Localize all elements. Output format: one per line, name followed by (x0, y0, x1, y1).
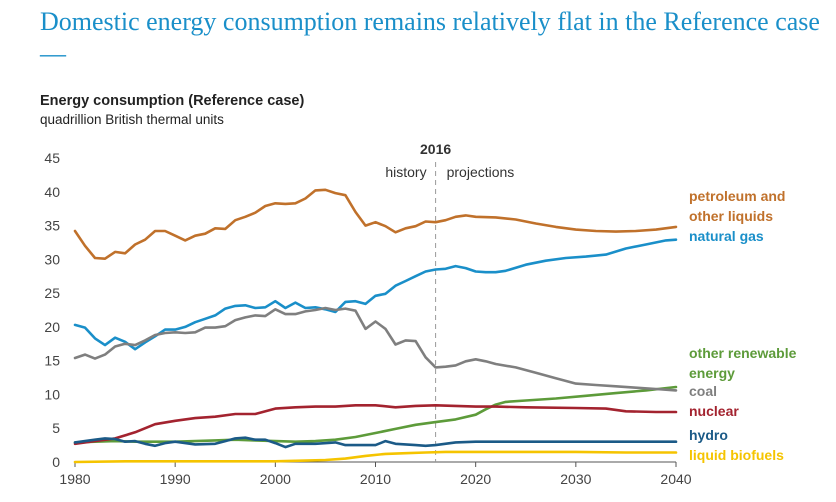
chart-title: Energy consumption (Reference case) (40, 93, 305, 109)
x-tick-label: 2030 (560, 471, 591, 487)
y-tick-label: 25 (44, 285, 60, 301)
series-line-petroleum-and-other-liquids (73, 188, 678, 260)
series-label-petroleum-and-other-liquids: other liquids (689, 208, 773, 224)
series-label-petroleum-and-other-liquids: petroleum and (689, 188, 785, 204)
y-tick-label: 20 (44, 319, 60, 335)
y-tick-label: 45 (44, 150, 60, 166)
y-tick-label: 15 (44, 353, 60, 369)
x-tick-label: 1980 (59, 471, 90, 487)
x-tick-label: 2010 (360, 471, 391, 487)
divider-year-label: 2016 (420, 141, 451, 157)
series-line-other-renewable-energy (73, 385, 678, 444)
projections-label: projections (447, 164, 515, 180)
y-tick-label: 0 (52, 454, 60, 470)
y-tick-label: 10 (44, 386, 60, 402)
x-tick-label: 1990 (160, 471, 191, 487)
x-tick-label: 2020 (460, 471, 491, 487)
series-label-other-renewable-energy: energy (689, 365, 735, 381)
y-tick-label: 5 (52, 420, 60, 436)
series-label-nuclear: nuclear (689, 403, 739, 419)
series-label-hydro: hydro (689, 427, 728, 443)
y-tick-label: 35 (44, 218, 60, 234)
y-tick-label: 40 (44, 184, 60, 200)
series-label-natural-gas: natural gas (689, 228, 764, 244)
x-tick-label: 2040 (660, 471, 691, 487)
series-line-coal (73, 306, 678, 392)
series-line-nuclear (73, 404, 678, 446)
series-label-other-renewable-energy: other renewable (689, 345, 797, 361)
y-tick-label: 30 (44, 251, 60, 267)
series-lines (73, 188, 678, 464)
history-label: history (385, 164, 426, 180)
series-label-coal: coal (689, 383, 717, 399)
x-axis-ticks: 1980 1990 2000 2010 2020 2030 2040 (59, 462, 692, 487)
x-tick-label: 2000 (260, 471, 291, 487)
series-line-hydro (73, 436, 678, 449)
series-label-liquid-biofuels: liquid biofuels (689, 447, 784, 463)
page-headline: Domestic energy consumption remains rela… (40, 7, 820, 68)
series-line-liquid-biofuels (73, 450, 678, 464)
series-line-natural-gas (73, 238, 678, 351)
series-labels: petroleum and other liquids natural gas oth… (689, 188, 797, 463)
chart-subtitle: quadrillion British thermal units (40, 112, 224, 127)
y-axis-ticks: 0 5 10 15 20 25 30 35 40 45 (44, 150, 60, 470)
